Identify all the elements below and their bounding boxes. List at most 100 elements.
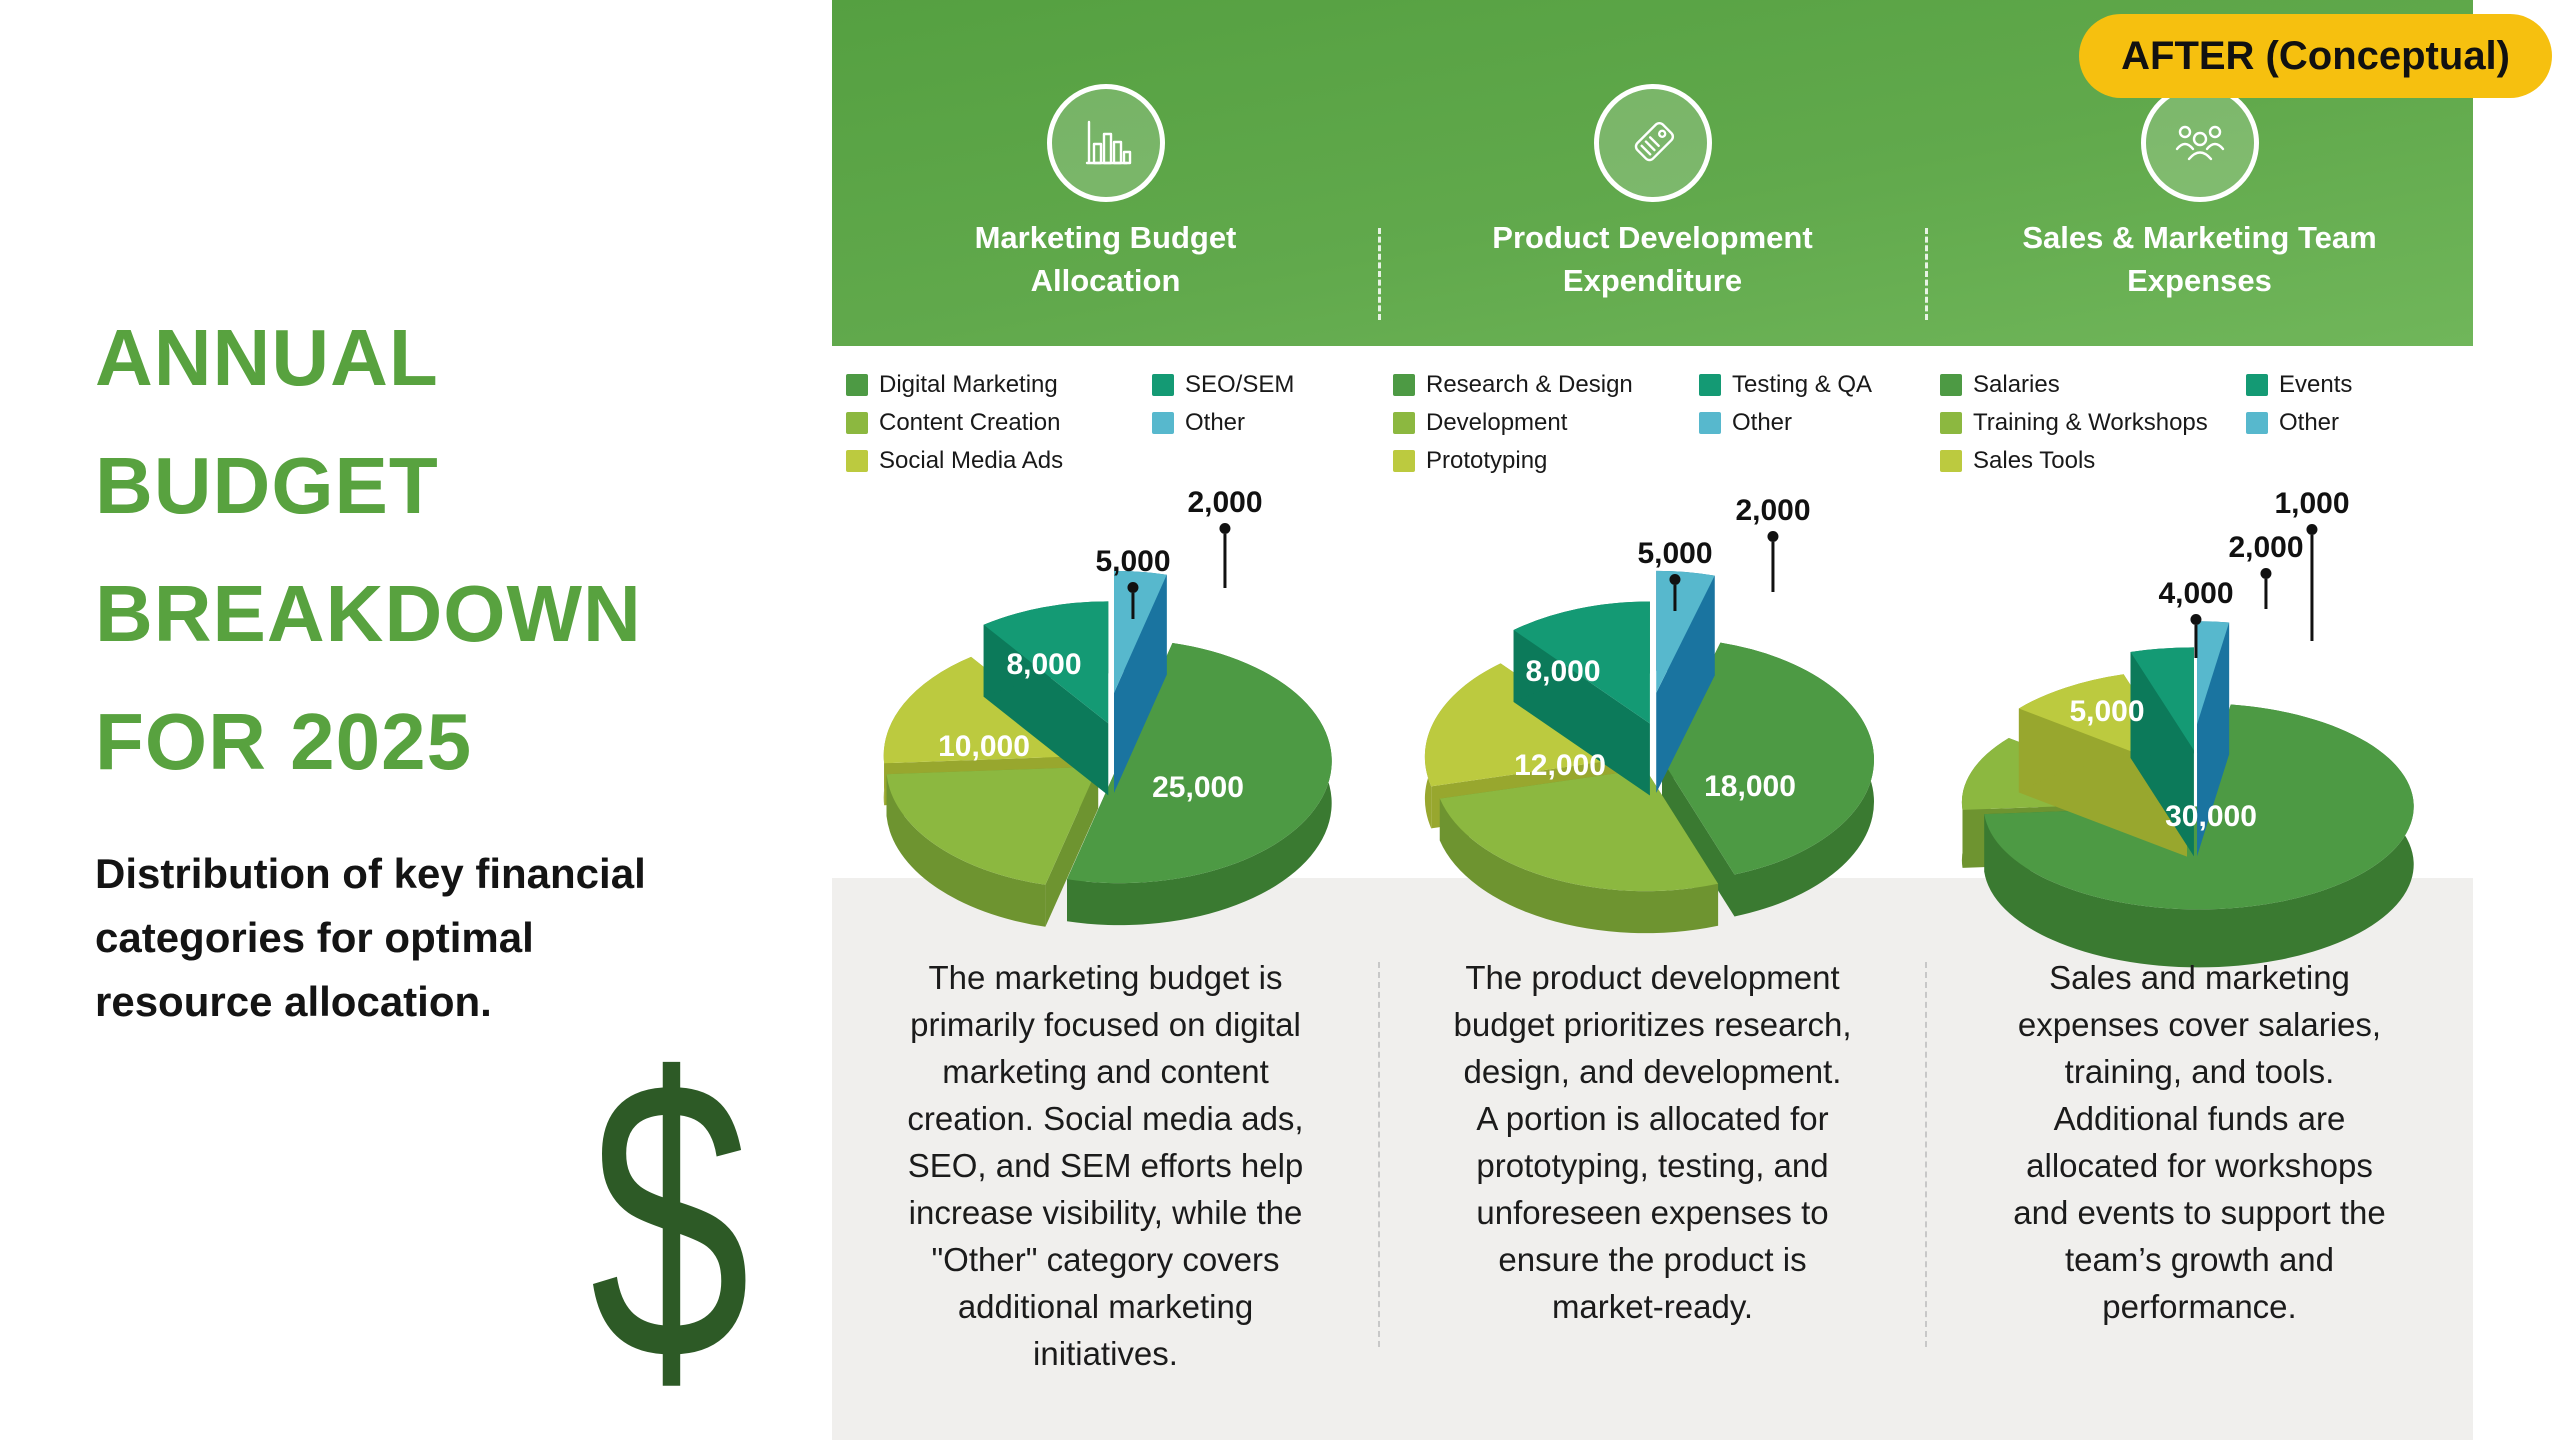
dollar-sign-icon: $	[589, 996, 751, 1440]
chart-title: Marketing Budget Allocation	[974, 220, 1237, 298]
legend-label: Events	[2279, 371, 2353, 398]
chart-description: Sales and marketing expenses cover salar…	[2013, 959, 2386, 1325]
callout-line	[1771, 542, 1775, 592]
legend-item: Other	[1152, 409, 1294, 436]
callout-dot	[1127, 582, 1139, 593]
legend-label: Content Creation	[879, 409, 1061, 436]
pie-value-label: 10,000	[938, 730, 1030, 763]
legend-swatch	[1940, 412, 1962, 434]
callout-dot	[1669, 574, 1681, 585]
legend-item: Digital Marketing	[846, 371, 1063, 398]
chart-title: Product Development Expenditure	[1492, 220, 1813, 298]
chart-column-sales-team: Sales & Marketing Team Expenses Salaries…	[1926, 0, 2473, 1440]
pie-chart-product-development	[1424, 570, 1874, 934]
description-divider	[1925, 962, 1927, 1347]
callout-line	[2310, 535, 2314, 641]
pie-callout-value: 5,000	[1637, 537, 1713, 570]
pie-value-label: 8,000	[1006, 648, 1082, 681]
content-background	[832, 878, 2473, 1440]
callout-dot	[2306, 524, 2318, 535]
after-conceptual-badge: AFTER (Conceptual)	[2079, 14, 2552, 98]
callout-dot	[2190, 614, 2202, 625]
legend-left: Research & Design Development Prototyping	[1393, 371, 1633, 486]
pie-callout: 2,000	[1735, 493, 1811, 592]
callout-line	[1131, 593, 1135, 619]
chart-column-marketing: Marketing Budget Allocation Digital Mark…	[832, 0, 1379, 1440]
legend-label: Research & Design	[1426, 371, 1633, 398]
legend-label: SEO/SEM	[1185, 371, 1295, 398]
legend-label: Sales Tools	[1973, 447, 2096, 474]
price-tag-icon	[1593, 84, 1712, 202]
pie-callout-value: 5,000	[1095, 545, 1171, 578]
callout-dot	[2260, 568, 2272, 579]
charts-panel: AFTER (Conceptual) Marketing Budget Allo…	[832, 0, 2552, 1440]
legend-swatch	[1699, 412, 1721, 434]
team-icon	[2140, 84, 2259, 202]
legend-swatch	[1940, 450, 1962, 472]
pie-callout: 5,000	[1095, 544, 1171, 619]
pie-chart-marketing	[883, 570, 1332, 927]
callout-line	[2194, 625, 2198, 658]
legend-item: Sales Tools	[1940, 447, 2208, 474]
legend-label: Other	[1185, 409, 1246, 436]
legend-swatch	[1393, 450, 1415, 472]
legend-swatch	[1940, 374, 1962, 396]
legend-label: Development	[1426, 409, 1568, 436]
legend-swatch	[846, 450, 868, 472]
callout-dot	[1219, 523, 1231, 534]
pie-chart-sales-team	[1961, 621, 2414, 968]
chart-column-product-development: Product Development Expenditure Research…	[1379, 0, 1926, 1440]
legend-swatch	[2246, 374, 2268, 396]
callout-line	[1673, 585, 1677, 611]
legend-label: Testing & QA	[1732, 371, 1873, 398]
pie-callout: 5,000	[1637, 536, 1713, 611]
legend-swatch	[846, 374, 868, 396]
callout-line	[2264, 579, 2268, 609]
legend-label: Social Media Ads	[879, 447, 1064, 474]
page-title: ANNUAL BUDGET BREAKDOWN FOR 2025	[95, 312, 642, 786]
pie-callout-value: 2,000	[1735, 494, 1811, 527]
pie-value-label: 5,000	[2069, 695, 2145, 728]
pie-value-label: 25,000	[1152, 771, 1244, 804]
callout-dot	[1767, 531, 1779, 542]
chart-description: The product development budget prioritiz…	[1453, 959, 1852, 1325]
chart-description: The marketing budget is primarily focuse…	[907, 959, 1304, 1372]
pie-value-label: 8,000	[1525, 655, 1601, 688]
pie-value-label: 12,000	[1514, 749, 1606, 782]
legend-item: Other	[1699, 409, 1872, 436]
legend-swatch	[1699, 374, 1721, 396]
legend-swatch	[1393, 412, 1415, 434]
legend-item: Testing & QA	[1699, 371, 1873, 398]
pie-callout-value: 2,000	[2228, 531, 2304, 564]
chart-title: Sales & Marketing Team Expenses	[2022, 220, 2377, 298]
legend-left: Salaries Training & Workshops Sales Tools	[1940, 371, 2208, 486]
legend-left: Digital Marketing Content Creation Social …	[846, 371, 1064, 486]
legend-item: Social Media Ads	[846, 447, 1064, 474]
pie-callout: 1,000	[2274, 486, 2350, 641]
header-divider	[1378, 228, 1381, 320]
legend-item: Events	[2246, 371, 2353, 398]
legend-item: Prototyping	[1393, 447, 1633, 474]
pie-callout-value: 1,000	[2274, 487, 2350, 520]
pie-callout: 4,000	[2158, 576, 2234, 658]
pie-callout: 2,000	[1187, 485, 1263, 588]
bar-chart-icon	[1046, 84, 1165, 202]
pie-callout-value: 4,000	[2158, 577, 2234, 610]
legend-label: Other	[1732, 409, 1793, 436]
header-divider	[1925, 228, 1928, 320]
legend-item: Development	[1393, 409, 1633, 436]
legend-item: Content Creation	[846, 409, 1063, 436]
callout-line	[1223, 534, 1227, 588]
legend-swatch	[2246, 412, 2268, 434]
legend-item: SEO/SEM	[1152, 371, 1295, 398]
legend-right: Testing & QA Other	[1699, 371, 1873, 448]
page-subtitle: Distribution of key financial categories…	[95, 850, 646, 1025]
legend-swatch	[1152, 374, 1174, 396]
legend-item: Training & Workshops	[1940, 409, 2208, 436]
pie-value-label: 30,000	[2165, 800, 2257, 833]
pie-value-label: 18,000	[1704, 770, 1796, 803]
legend-item: Research & Design	[1393, 371, 1633, 398]
legend-right: Events Other	[2246, 371, 2353, 448]
pie-callout-value: 2,000	[1187, 486, 1263, 519]
